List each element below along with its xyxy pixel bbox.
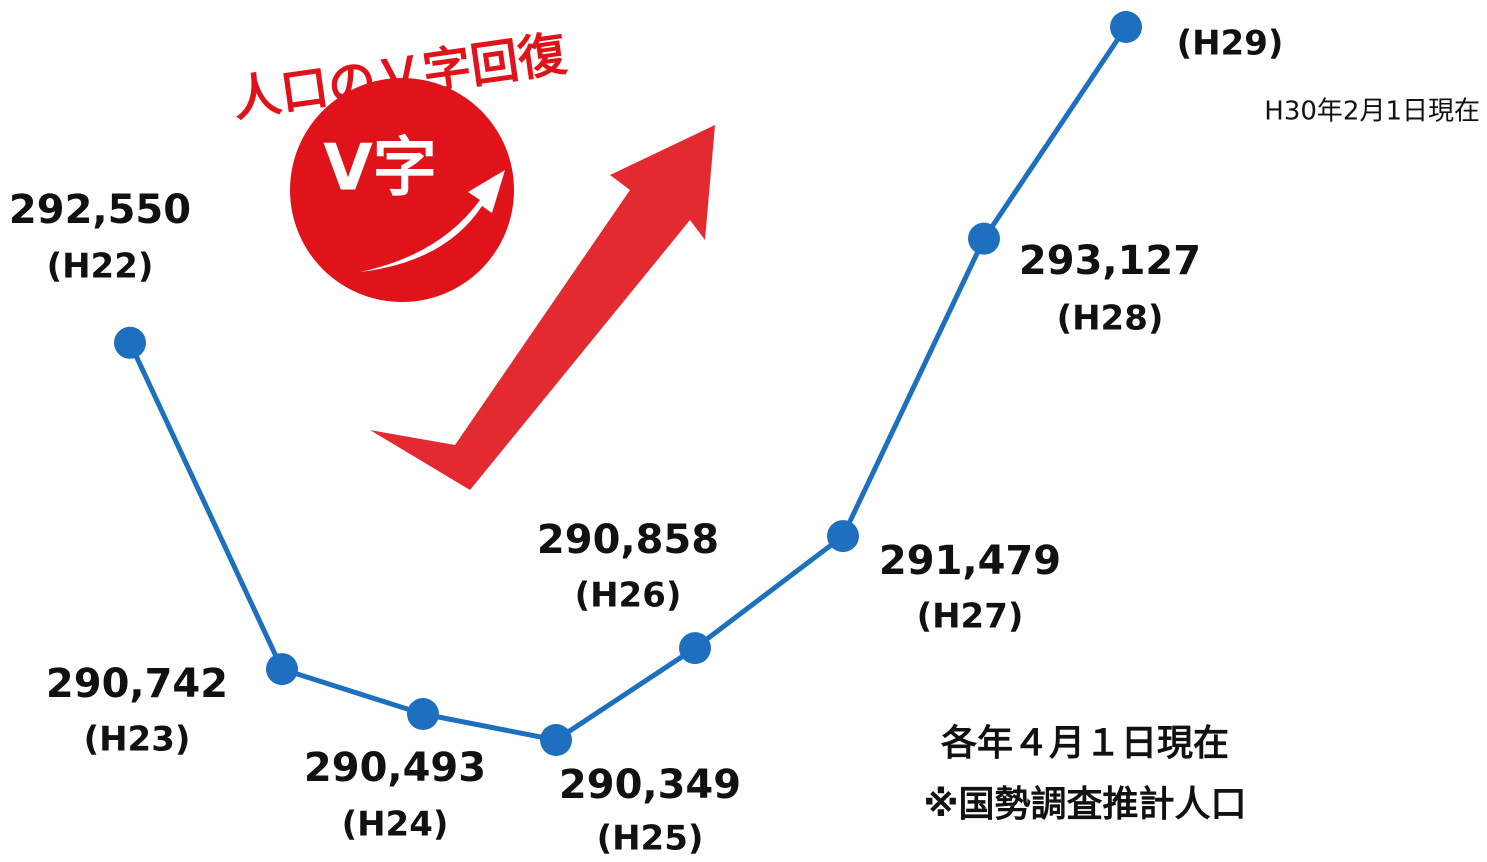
point — [968, 222, 1000, 255]
value-label: 292,550 — [9, 187, 191, 233]
category-label: (H24) — [342, 805, 449, 845]
v-arrow-shape — [370, 125, 715, 490]
note: H30年2月1日現在 — [1264, 97, 1480, 127]
category-label: (H28) — [1057, 299, 1164, 339]
value-label: 293,127 — [1019, 238, 1201, 284]
category-label: (H22) — [47, 247, 154, 287]
v-arrow — [370, 125, 715, 490]
point — [540, 724, 572, 756]
value-label: 290,493 — [304, 745, 486, 791]
value-label: 291,479 — [879, 538, 1061, 584]
point — [827, 520, 859, 553]
category-label: (H27) — [917, 597, 1024, 637]
badge: V字 — [290, 78, 514, 302]
point — [679, 632, 711, 665]
note: 各年４月１日現在 — [941, 723, 1229, 764]
point — [407, 698, 439, 731]
category-label: (H29) — [1177, 24, 1284, 64]
badge-arrow — [360, 170, 505, 272]
category-label: (H26) — [575, 576, 682, 616]
point — [266, 653, 298, 686]
value-label: 290,742 — [46, 661, 228, 707]
point — [114, 326, 146, 359]
badge-circle — [290, 78, 514, 302]
value-label: 290,858 — [537, 517, 719, 563]
note: ※国勢調査推計人口 — [924, 784, 1247, 825]
category-label: (H23) — [84, 720, 191, 760]
category-label: (H25) — [597, 819, 704, 859]
line — [127, 25, 1129, 743]
badge-text: V字 — [323, 132, 437, 206]
value-label: 290,349 — [559, 762, 741, 808]
point — [1110, 11, 1142, 43]
